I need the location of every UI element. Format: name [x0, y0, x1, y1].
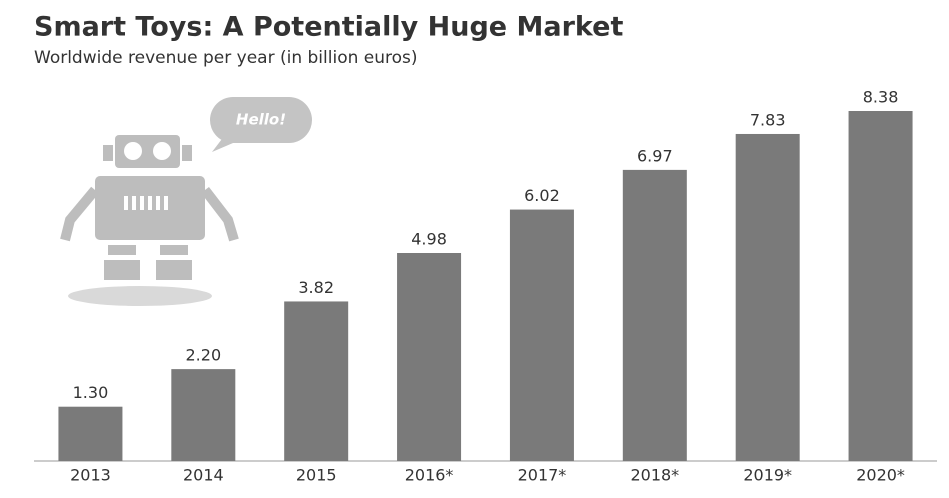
x-tick-label: 2015	[296, 466, 337, 485]
robot-grille	[124, 196, 168, 210]
bar	[848, 111, 913, 461]
bubble-shape	[210, 97, 312, 143]
chart-subtitle: Worldwide revenue per year (in billion e…	[34, 48, 418, 68]
robot-ear	[103, 145, 113, 161]
x-tick-label: 2013	[70, 466, 111, 485]
bar	[622, 169, 687, 462]
value-label: 6.97	[637, 146, 673, 165]
chart-title: Smart Toys: A Potentially Huge Market	[34, 12, 623, 43]
x-tick-label: 2014	[183, 466, 224, 485]
robot-shadow	[68, 286, 212, 306]
speech-bubble: Hello!	[210, 97, 312, 152]
robot-foot	[156, 260, 192, 280]
x-tick-label: 2017*	[518, 466, 567, 485]
value-label: 6.02	[524, 186, 560, 205]
robot-ear	[182, 145, 192, 161]
value-label: 4.98	[411, 230, 447, 249]
robot-leg	[108, 245, 136, 255]
bar	[58, 406, 123, 461]
bar	[509, 209, 574, 461]
value-label: 2.20	[186, 346, 222, 365]
bubble-tail	[212, 135, 240, 152]
bar	[397, 253, 462, 461]
robot-arm	[60, 186, 99, 242]
x-tick-label: 2020*	[856, 466, 905, 485]
x-tick-label: 2016*	[405, 466, 454, 485]
x-tick-label: 2019*	[743, 466, 792, 485]
bubble-text: Hello!	[236, 111, 286, 129]
value-label: 1.30	[73, 383, 109, 402]
robot-arm	[201, 186, 239, 242]
value-label: 8.38	[863, 88, 899, 107]
bar	[284, 301, 349, 461]
value-label: 3.82	[298, 278, 334, 297]
bar	[171, 369, 236, 461]
value-label: 7.83	[750, 110, 786, 129]
x-tick-label: 2018*	[630, 466, 679, 485]
robot-foot	[104, 260, 140, 280]
robot-eye	[153, 142, 171, 160]
robot-eye	[124, 142, 142, 160]
robot-illustration	[60, 135, 239, 306]
bar	[735, 133, 800, 461]
robot-leg	[160, 245, 188, 255]
